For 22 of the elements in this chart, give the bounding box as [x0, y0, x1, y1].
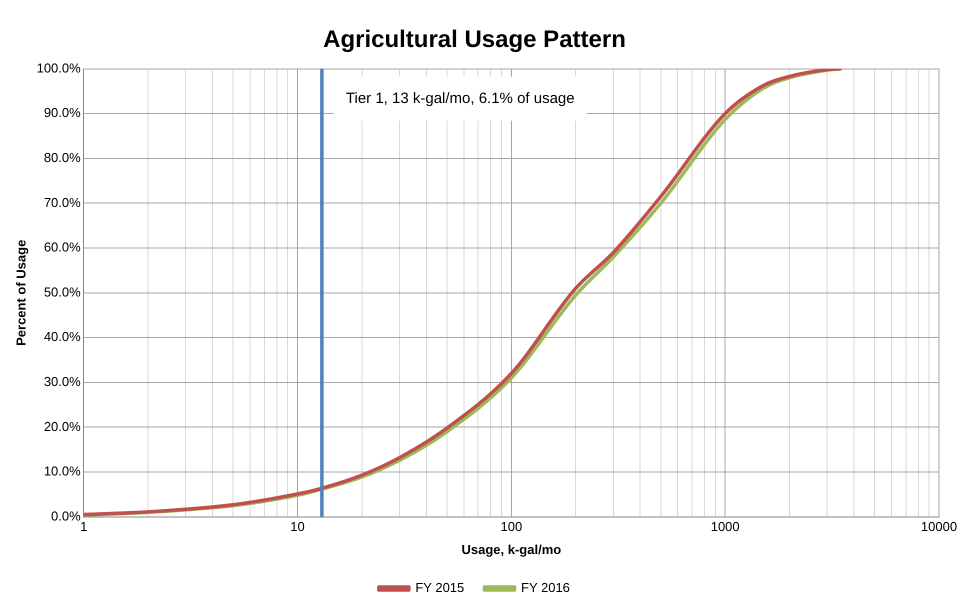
y-tick-label: 20.0% — [44, 418, 82, 434]
x-axis-title: Usage, k-gal/mo — [461, 542, 562, 557]
y-tick-label: 40.0% — [44, 329, 82, 344]
y-tick-label: 30.0% — [44, 374, 82, 389]
y-axis-title: Percent of Usage — [13, 240, 28, 346]
y-tick-label: 90.0% — [44, 105, 82, 120]
y-tick-label: 60.0% — [44, 240, 82, 255]
chart-title: Agricultural Usage Pattern — [323, 26, 626, 54]
y-tick-label: 70.0% — [44, 194, 82, 210]
x-tick-label: 10000 — [920, 519, 958, 534]
x-tick-label: 1000 — [710, 519, 740, 534]
y-tick-label: 0.0% — [51, 508, 82, 524]
x-tick-label: 10 — [290, 519, 305, 534]
y-tick-label: 80.0% — [44, 150, 82, 165]
x-tick-label: 100 — [500, 519, 522, 534]
y-tick-label: 50.0% — [44, 284, 82, 300]
y-tick-label: 100.0% — [36, 60, 82, 76]
legend-label: FY 2016 — [521, 580, 570, 596]
ref-line-label: Tier 1, 13 k-gal/mo, 6.1% of usage — [346, 90, 575, 107]
y-tick-label: 10.0% — [44, 464, 82, 479]
legend-label: FY 2015 — [415, 580, 464, 596]
x-tick-label: 1 — [80, 519, 88, 534]
